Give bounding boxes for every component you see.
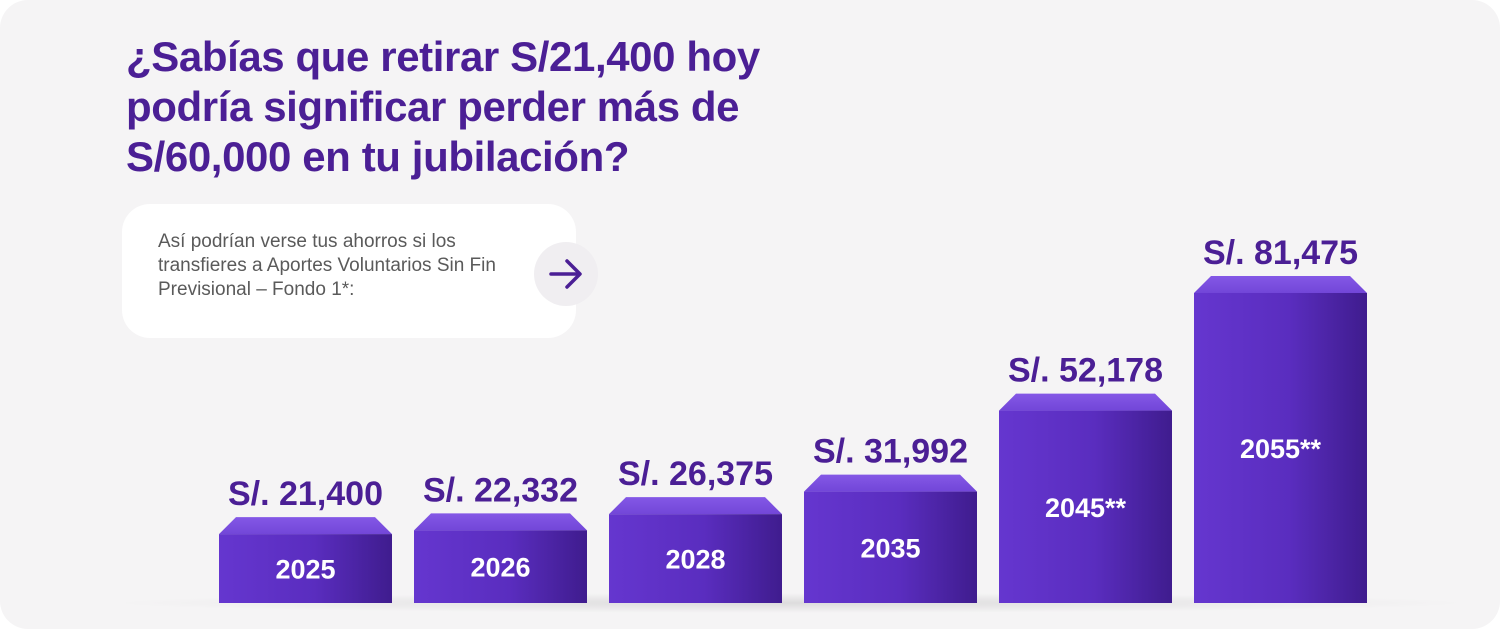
bar bbox=[804, 491, 977, 603]
bar-top bbox=[414, 513, 587, 531]
bar-top bbox=[999, 393, 1172, 411]
category-label: 2025 bbox=[275, 555, 335, 585]
value-label: S/. 81,475 bbox=[1203, 234, 1358, 272]
category-label: 2035 bbox=[860, 533, 920, 563]
bar-top bbox=[219, 517, 392, 535]
arrow-button[interactable] bbox=[534, 242, 598, 306]
category-label: 2028 bbox=[665, 545, 725, 575]
bar bbox=[414, 530, 587, 603]
category-label: 2026 bbox=[470, 553, 530, 583]
bar bbox=[1194, 293, 1367, 603]
bar-group: S/. 22,332 2026 bbox=[414, 471, 587, 603]
value-label: S/. 52,178 bbox=[1008, 352, 1163, 390]
value-label: S/. 26,375 bbox=[618, 455, 773, 493]
value-label: S/. 21,400 bbox=[228, 475, 383, 513]
bar-group: S/. 31,992 2035 bbox=[804, 433, 977, 603]
value-label: S/. 22,332 bbox=[423, 471, 578, 509]
category-label: 2055** bbox=[1240, 434, 1322, 464]
bar bbox=[609, 514, 782, 603]
bar bbox=[219, 534, 392, 603]
bar-group: S/. 52,178 2045** bbox=[999, 352, 1172, 603]
bar-group: S/. 21,400 2025 bbox=[219, 475, 392, 603]
bar bbox=[999, 410, 1172, 603]
info-box: Así podrían verse tus ahorros si los tra… bbox=[122, 204, 598, 338]
info-text: Así podrían verse tus ahorros si los tra… bbox=[158, 231, 496, 300]
arrow-right-icon bbox=[549, 259, 582, 289]
bar-top bbox=[1194, 276, 1367, 293]
bar-top bbox=[609, 497, 782, 515]
bar-group: S/. 26,375 2028 bbox=[609, 455, 782, 603]
value-label: S/. 31,992 bbox=[813, 433, 968, 471]
bar-top bbox=[804, 474, 977, 492]
category-label: 2045** bbox=[1045, 493, 1127, 523]
headline: ¿Sabías que retirar S/21,400 hoy podría … bbox=[126, 33, 760, 180]
bar-group: S/. 81,475 2055** bbox=[1194, 234, 1367, 603]
